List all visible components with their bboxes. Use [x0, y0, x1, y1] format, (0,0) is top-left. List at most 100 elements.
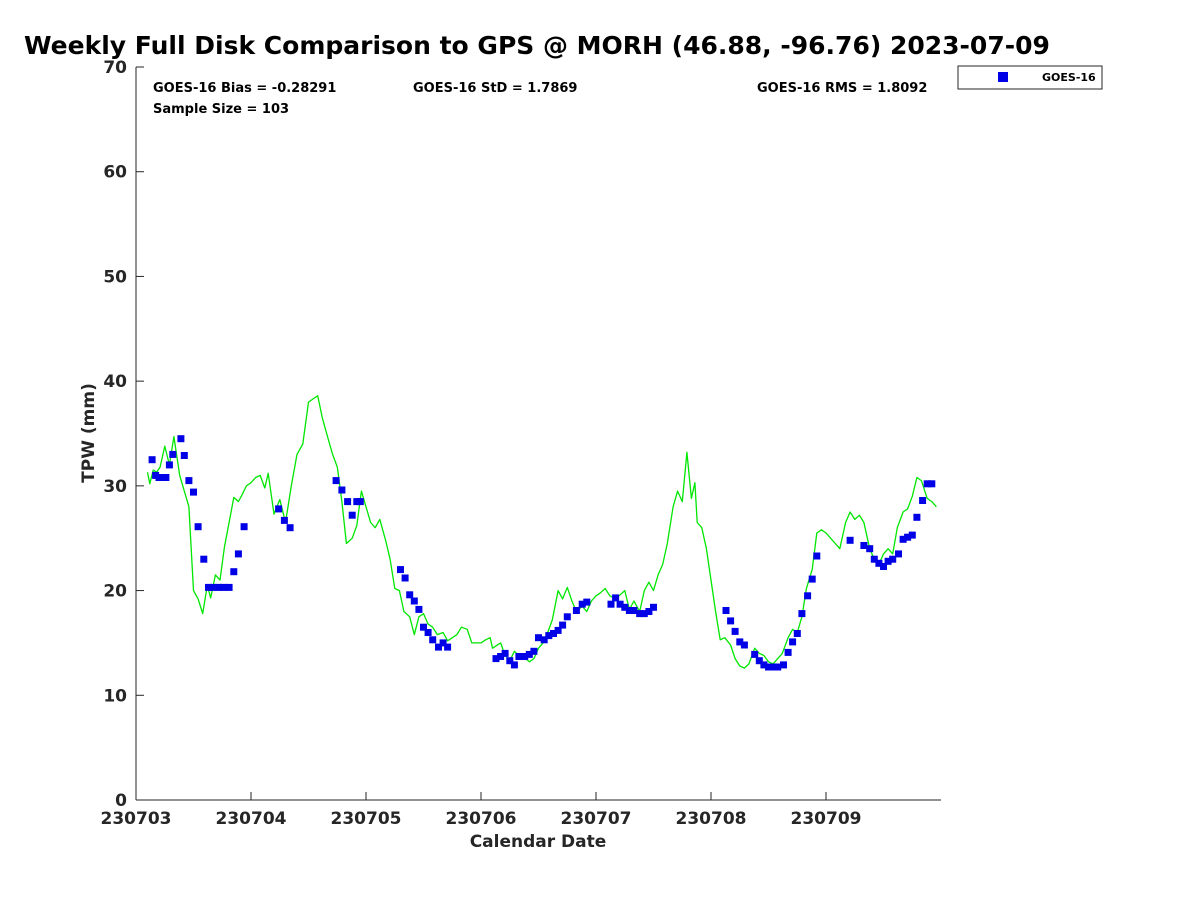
goes16-point: [550, 630, 557, 637]
goes16-point: [650, 603, 657, 611]
goes16-point: [884, 557, 892, 565]
y-tick-label: 10: [103, 686, 127, 706]
goes16-point: [429, 636, 437, 644]
goes16-point: [406, 591, 414, 599]
goes16-point: [525, 650, 533, 658]
goes16-point: [583, 598, 591, 606]
goes16-point: [205, 583, 212, 591]
goes16-point: [895, 550, 902, 558]
x-tick-label: 230705: [331, 809, 402, 829]
goes16-point: [625, 607, 633, 614]
goes16-point: [185, 477, 193, 485]
goes16-point: [751, 650, 759, 658]
goes16-point: [240, 523, 248, 531]
goes16-point: [780, 661, 787, 669]
goes16-point: [578, 600, 586, 608]
goes16-point: [444, 643, 452, 651]
goes16-point: [530, 647, 538, 655]
goes16-point: [497, 653, 505, 660]
goes16-point: [521, 653, 529, 660]
legend-box: [957, 65, 1103, 90]
goes16-point: [540, 636, 548, 644]
sample-size-stat: Sample Size = 103: [153, 102, 289, 117]
goes16-point: [177, 435, 185, 443]
goes16-point: [808, 575, 816, 583]
goes16-point: [435, 643, 442, 651]
goes16-point: [554, 626, 562, 634]
goes16-point: [755, 657, 763, 665]
goes16-point: [813, 552, 821, 560]
y-tick-label: 50: [103, 267, 127, 287]
x-ticks: 230703 230704 230705 230706 230707 230708 2307…: [101, 792, 861, 829]
bias-stat: GOES-16 Bias = -0.28291: [153, 81, 336, 96]
x-axis-label: Calendar Date: [470, 832, 607, 852]
goes16-point: [194, 523, 202, 531]
goes16-point: [904, 533, 912, 541]
legend-label-goes16: GOES-16: [1042, 71, 1096, 84]
goes16-point: [923, 480, 931, 488]
goes16-point: [348, 511, 356, 519]
std-stat: GOES-16 StD = 1.7869: [413, 81, 577, 96]
x-tick-label: 230706: [446, 809, 517, 829]
goes16-point: [784, 648, 792, 656]
goes16-point: [401, 574, 409, 582]
chart-title: Weekly Full Disk Comparison to GPS @ MOR…: [24, 31, 1050, 60]
goes16-point: [424, 629, 432, 636]
goes16-point: [215, 583, 223, 591]
goes16-point: [722, 607, 730, 614]
y-tick-label: 0: [115, 791, 127, 811]
goes16-point: [804, 592, 812, 600]
goes16-point: [397, 566, 404, 574]
goes16-point: [410, 597, 418, 605]
goes16-point: [563, 613, 571, 621]
goes16-point: [607, 600, 615, 608]
goes16-point: [275, 505, 283, 513]
goes16-point: [760, 661, 768, 669]
legend-marker: [998, 72, 1008, 82]
goes16-point: [280, 516, 288, 524]
goes16-point: [640, 610, 648, 618]
y-tick-label: 20: [103, 582, 127, 602]
goes16-point: [219, 583, 227, 591]
plot-area: [136, 67, 941, 800]
y-tick-label: 70: [103, 58, 127, 78]
goes16-point: [908, 531, 916, 539]
goes-series: [148, 435, 936, 671]
goes16-point: [740, 641, 748, 649]
goes16-point: [913, 513, 921, 521]
goes16-point: [439, 639, 447, 647]
goes16-point: [506, 657, 514, 665]
goes16-point: [928, 480, 936, 488]
goes16-point: [621, 603, 629, 611]
legend: GOES-16: [957, 65, 1103, 90]
goes16-point: [870, 555, 878, 563]
plot-background: [136, 67, 941, 800]
goes16-point: [501, 649, 509, 657]
goes16-point: [559, 621, 567, 629]
goes16-point: [420, 623, 427, 631]
y-axis-label: TPW (mm): [79, 383, 99, 483]
goes16-point: [789, 638, 797, 646]
goes16-point: [769, 663, 777, 671]
goes16-point: [846, 536, 854, 544]
goes16-point: [866, 545, 874, 553]
x-tick-label: 230703: [101, 809, 172, 829]
goes16-point: [356, 498, 364, 506]
x-tick-label: 230707: [561, 809, 632, 829]
goes16-point: [572, 607, 580, 614]
goes16-point: [630, 607, 638, 614]
goes16-point: [344, 498, 352, 506]
y-ticks: 0 10 20 30 40 50 60 70: [103, 58, 144, 811]
goes16-point: [860, 542, 868, 549]
goes16-point: [731, 627, 739, 635]
x-tick-label: 230704: [216, 809, 287, 829]
y-tick-label: 60: [103, 163, 127, 183]
goes16-point: [492, 655, 500, 663]
goes16-point: [880, 563, 887, 570]
goes16-point: [736, 638, 744, 646]
goes16-point: [515, 653, 523, 660]
goes16-point: [332, 477, 340, 485]
goes16-point: [510, 661, 518, 669]
goes16-point: [727, 617, 735, 625]
